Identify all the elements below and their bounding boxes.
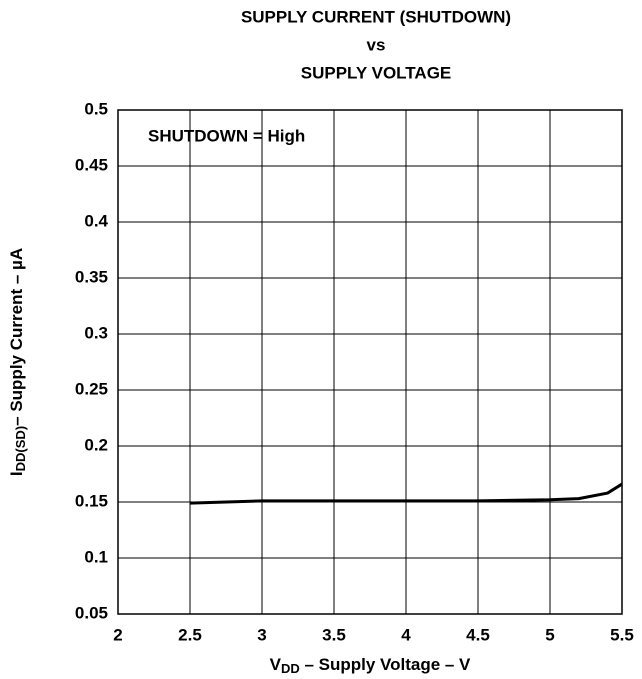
data-line [189, 482, 623, 505]
x-tick-label: 2 [113, 625, 122, 644]
y-tick-label: 0.35 [75, 267, 108, 286]
chart-title: vs [367, 35, 386, 54]
x-axis-label: VDD – Supply Voltage – V [270, 655, 471, 676]
x-tick-label: 4.5 [466, 625, 490, 644]
chart-title: SUPPLY VOLTAGE [301, 63, 452, 82]
y-tick-label: 0.5 [84, 99, 108, 118]
y-tick-label: 0.1 [84, 547, 108, 566]
y-tick-label: 0.3 [84, 323, 108, 342]
y-tick-label: 0.25 [75, 379, 108, 398]
x-tick-label: 2.5 [178, 625, 202, 644]
annotation: SHUTDOWN = High [148, 126, 305, 145]
y-tick-label: 0.2 [84, 435, 108, 454]
x-tick-label: 5 [545, 625, 554, 644]
y-tick-label: 0.05 [75, 603, 108, 622]
x-tick-label: 3.5 [322, 625, 346, 644]
x-tick-label: 4 [401, 625, 411, 644]
y-axis-label: IDD(SD)– Supply Current – µA [7, 248, 28, 476]
chart-title: SUPPLY CURRENT (SHUTDOWN) [241, 7, 511, 26]
y-tick-label: 0.4 [84, 211, 108, 230]
x-tick-label: 3 [257, 625, 266, 644]
y-tick-label: 0.45 [75, 155, 108, 174]
plot-frame [117, 109, 623, 615]
x-tick-label: 5.5 [610, 625, 634, 644]
y-tick-label: 0.15 [75, 491, 108, 510]
